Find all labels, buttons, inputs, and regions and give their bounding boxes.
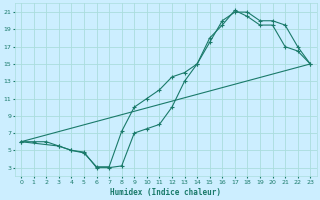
X-axis label: Humidex (Indice chaleur): Humidex (Indice chaleur)	[110, 188, 221, 197]
